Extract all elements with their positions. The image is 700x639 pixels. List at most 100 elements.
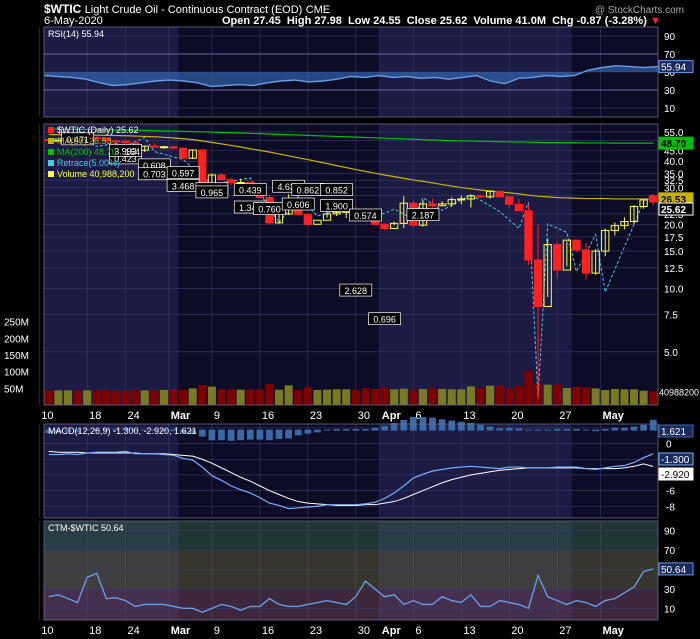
volume-bar	[236, 389, 245, 405]
close-label: Close	[406, 15, 437, 27]
down-arrow-icon: ▼	[649, 15, 661, 27]
close-value: 25.62	[439, 15, 468, 27]
retrace-label-box	[281, 197, 315, 211]
candle-body	[629, 205, 639, 223]
retrace-label: 2.628	[345, 286, 368, 296]
retrace-label: 0.606	[287, 200, 310, 210]
ctm-panel-border	[43, 520, 659, 621]
rsi-tick-label: 10	[664, 104, 676, 115]
price-tick-label: 5.0	[664, 348, 678, 359]
x-axis-tick-label-bottom: 9	[214, 625, 220, 637]
candle-body	[111, 140, 121, 143]
macd-histogram-bar	[467, 422, 475, 431]
low-value: 24.55	[373, 15, 401, 27]
volume-bar	[332, 389, 341, 405]
open-value: 27.45	[253, 15, 281, 27]
volume-bar	[255, 389, 264, 405]
price-legend-item: $WTIC (Daily) 25.62	[57, 125, 139, 135]
retrace-label: 1.345	[239, 203, 262, 213]
ticker-exchange: CME	[305, 4, 331, 16]
volume-bar	[486, 385, 495, 405]
volume-bar	[466, 386, 475, 405]
volume-bar	[582, 387, 591, 405]
macd-histogram-bar	[150, 429, 158, 431]
macd-histogram-bar	[198, 429, 206, 437]
price-legend-item: MA(200) 48.70	[57, 147, 117, 157]
volume-bar	[121, 390, 130, 405]
macd-histogram-bar	[496, 428, 504, 431]
macd-histogram-bar	[352, 428, 360, 431]
macd-value-label: 1.621	[661, 427, 686, 438]
macd-histogram-bar	[362, 428, 369, 431]
candle-body	[639, 199, 648, 207]
macd-histogram-bar	[246, 429, 254, 440]
ctm-tick-label: 30	[664, 585, 676, 596]
volume-bar	[275, 389, 284, 405]
volume-value-label: 40988200	[659, 387, 699, 397]
volume-bar	[562, 388, 571, 405]
macd-histogram-bar	[266, 429, 273, 441]
candle-body	[437, 203, 447, 207]
retrace-label: 0.696	[373, 315, 396, 325]
chart-date: 6-May-2020	[44, 15, 103, 27]
macd-histogram-bar	[486, 426, 494, 431]
rsi-tick-label: 30	[664, 86, 676, 97]
x-axis-tick-label: 20	[511, 410, 523, 422]
volume-tick-label: 200M	[4, 334, 29, 345]
x-axis-tick-label: May	[602, 410, 624, 422]
candle-body	[322, 213, 332, 221]
macd-histogram-bar	[208, 429, 216, 441]
volume-bar	[188, 388, 197, 405]
price-tick-label: 45.0	[664, 146, 684, 157]
price-value-label: 26.53	[661, 195, 686, 206]
rsi-panel-border	[43, 26, 659, 118]
retrace-label: 0.423	[114, 154, 137, 164]
chg-label: Chg	[552, 15, 574, 27]
macd-histogram-bar	[227, 429, 235, 441]
high-label: High	[286, 15, 312, 27]
open-label: Open	[222, 15, 251, 27]
macd-histogram-bar	[342, 428, 350, 431]
x-axis-tick-label-bottom: 10	[41, 625, 53, 637]
ctm-panel-shade-feb	[44, 521, 179, 620]
macd-histogram-bar	[448, 420, 456, 431]
volume-bar	[102, 390, 111, 405]
volume-bar	[553, 384, 562, 405]
macd-histogram-bar	[640, 424, 647, 431]
candle-body	[217, 174, 226, 181]
volume-bar	[83, 390, 92, 405]
macd-histogram-bar	[275, 429, 283, 439]
volume-bar	[418, 389, 427, 405]
macd-histogram-bar	[601, 428, 609, 431]
ctm-zone-high	[44, 521, 658, 551]
macd-histogram-bar	[131, 429, 139, 432]
x-axis-tick-label: 9	[214, 410, 220, 422]
candle-body	[485, 190, 495, 198]
legend-swatch	[48, 127, 54, 133]
candle-body	[457, 198, 466, 201]
volume-bar	[227, 389, 236, 405]
volume-bar	[322, 389, 332, 405]
macd-histogram-bar	[141, 429, 149, 431]
x-axis-tick-label: 30	[358, 410, 370, 422]
candle-body	[313, 219, 322, 225]
ctm-value-label: 50.64	[661, 565, 686, 576]
macd-panel-shade-apr	[379, 424, 572, 518]
macd-histogram-bar	[103, 428, 110, 431]
candle-body	[514, 203, 524, 212]
retrace-label-box	[61, 132, 94, 146]
macd-histogram-bar	[649, 419, 657, 431]
macd-histogram-bar	[304, 429, 312, 434]
x-axis-tick-label-bottom: Apr	[382, 625, 402, 637]
x-axis-tick-label-bottom: 20	[511, 625, 523, 637]
retrace-label: 0.471	[66, 135, 89, 145]
macd-histogram-bar	[563, 428, 571, 431]
x-axis-tick-label: 10	[41, 410, 53, 422]
candle-body	[466, 195, 476, 200]
macd-panel-border	[43, 423, 659, 519]
candle-body	[178, 147, 188, 159]
volume-bar	[111, 390, 120, 405]
macd-histogram-bar	[390, 422, 398, 431]
candle-body	[524, 210, 533, 261]
legend-swatch	[48, 138, 54, 144]
